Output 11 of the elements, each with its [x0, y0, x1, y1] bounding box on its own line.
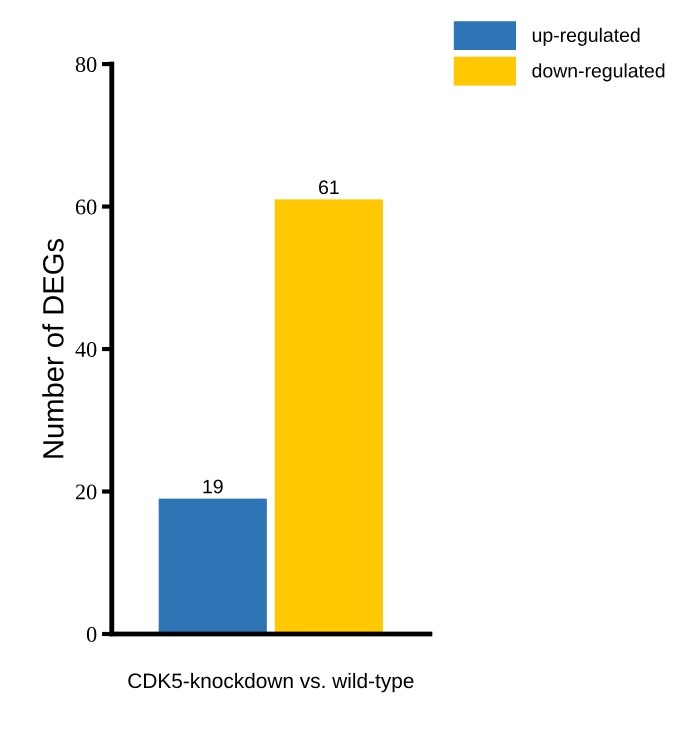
data-label: 19 [203, 480, 223, 494]
y-tick-label: 80 [76, 57, 96, 72]
y-axis-title: Number of DEGs [42, 239, 64, 458]
y-tick-label: 60 [76, 199, 96, 214]
x-tick-label: CDK5-knockdown vs. wild-type [128, 672, 414, 692]
y-tick-label: 40 [75, 342, 96, 357]
legend-label: up-regulated [532, 28, 640, 46]
data-label: 61 [319, 180, 339, 194]
legend-label: down-regulated [532, 63, 664, 82]
y-tick-label: 20 [76, 484, 96, 500]
y-tick-label: 0 [86, 626, 96, 642]
